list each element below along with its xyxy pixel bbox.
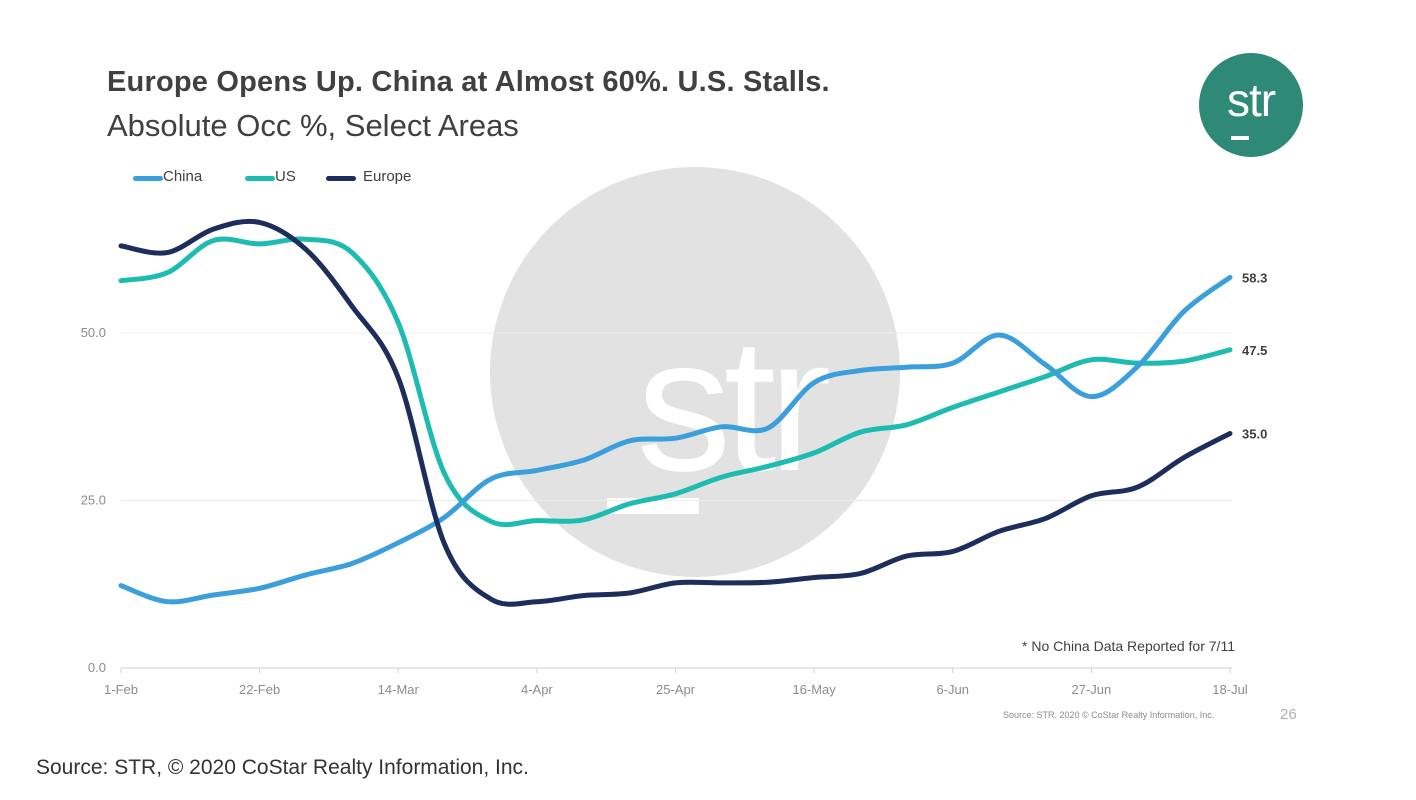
credit-line: Source: STR. 2020 © CoStar Realty Inform… — [1003, 710, 1215, 720]
y-tick-label: 25.0 — [81, 493, 106, 508]
legend-swatch-china — [133, 176, 163, 181]
grid — [121, 332, 1232, 669]
end-label-us: 47.5 — [1242, 343, 1267, 358]
x-tick-label: 25-Apr — [656, 682, 696, 697]
x-tick-label: 14-Mar — [378, 682, 420, 697]
series — [118, 218, 1233, 607]
x-tick-label: 27-Jun — [1072, 682, 1112, 697]
legend-label-china: China — [163, 168, 203, 185]
x-tick-label: 18-Jul — [1212, 682, 1248, 697]
str-logo: str — [1199, 53, 1303, 157]
footnote: * No China Data Reported for 7/11 — [1022, 638, 1235, 654]
x-tick-label: 1-Feb — [104, 682, 138, 697]
watermark-circle — [490, 167, 900, 577]
source-caption: Source: STR, © 2020 CoStar Realty Inform… — [36, 756, 529, 779]
logo-underline — [1231, 136, 1249, 140]
end-label-europe: 35.0 — [1242, 427, 1267, 442]
watermark-text: str — [636, 299, 829, 511]
page-number: 26 — [1280, 706, 1297, 723]
series-line-us — [118, 236, 1233, 528]
end-label-china: 58.3 — [1242, 270, 1267, 285]
y-tick-label: 0.0 — [88, 660, 106, 675]
legend-label-europe: Europe — [363, 168, 412, 185]
y-tick-label: 50.0 — [81, 325, 106, 340]
legend-swatch-europe — [326, 176, 356, 181]
logo-text: str — [1226, 74, 1276, 126]
series-line-china — [118, 274, 1233, 605]
x-tick-label: 4-Apr — [521, 682, 553, 697]
x-tick-label: 6-Jun — [936, 682, 969, 697]
legend-label-us: US — [275, 168, 296, 185]
chart-subtitle: Absolute Occ %, Select Areas — [107, 108, 519, 143]
chart-title: Europe Opens Up. China at Almost 60%. U.… — [107, 66, 830, 98]
series-line-europe — [118, 218, 1233, 607]
end-labels: 58.3 47.5 35.0 — [1242, 270, 1267, 441]
legend-swatch-us — [245, 176, 275, 181]
x-tick-label: 16-May — [792, 682, 836, 697]
axes: 0.0 25.0 50.0 1-Feb 22-Feb 14-Mar 4-Apr 25-Apr 1… — [81, 325, 1248, 697]
x-tick-label: 22-Feb — [239, 682, 280, 697]
